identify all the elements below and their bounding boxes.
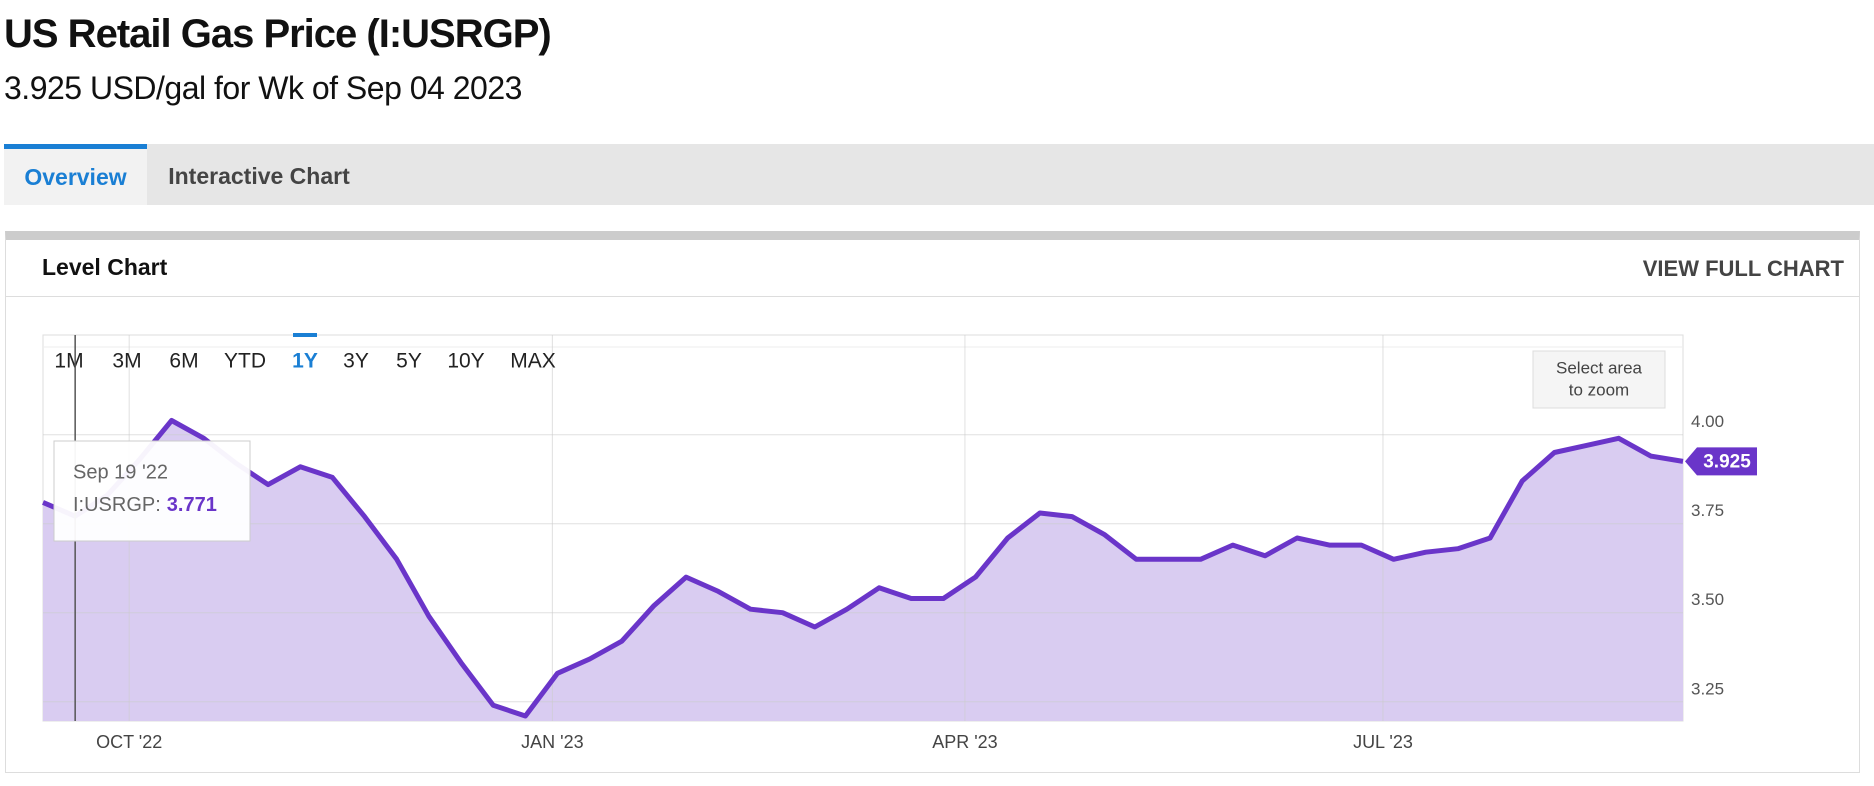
tab-bar: Overview Interactive Chart: [4, 144, 1874, 205]
range-indicator: [293, 333, 317, 337]
page-subtitle: 3.925 USD/gal for Wk of Sep 04 2023: [4, 70, 522, 106]
tab[interactable]: Interactive Chart: [168, 163, 350, 189]
range-button[interactable]: 3Y: [343, 350, 369, 373]
zoom-hint-box: [1532, 350, 1666, 409]
range-button[interactable]: MAX: [510, 350, 556, 373]
area: [43, 420, 1683, 721]
range-button[interactable]: 10Y: [447, 350, 484, 373]
tooltip-value: 3.771: [167, 494, 217, 516]
zoom-hint: to zoom: [1569, 380, 1629, 399]
tooltip-box: [53, 440, 251, 542]
range-button[interactable]: YTD: [224, 350, 266, 373]
tooltip-label: I:USRGP:: [73, 494, 161, 516]
x-tick-label: JUL '23: [1353, 732, 1413, 752]
line: [42, 418, 1684, 719]
last-value-flag: [1685, 447, 1757, 476]
range-button[interactable]: 1Y: [292, 350, 318, 373]
x-tick-label: OCT '22: [96, 732, 162, 752]
y-tick-label: 3.25: [1691, 679, 1724, 698]
tooltip-line: I:USRGP: 3.771: [73, 494, 217, 516]
range-button[interactable]: 1M: [54, 350, 83, 373]
page-title: US Retail Gas Price (I:USRGP): [4, 12, 552, 56]
range-button[interactable]: 3M: [112, 350, 141, 373]
tab[interactable]: Overview: [4, 144, 147, 205]
view-full-chart[interactable]: VIEW FULL CHART: [1642, 256, 1844, 281]
card: [5, 231, 1860, 773]
card-title: Level Chart: [42, 254, 168, 280]
y-tick-label: 4.00: [1691, 412, 1724, 431]
tooltip-date: Sep 19 '22: [73, 461, 168, 483]
last-value-label: 3.925: [1703, 451, 1751, 472]
x-tick-label: JAN '23: [521, 732, 583, 752]
divider: [6, 296, 1859, 297]
x-tick-label: APR '23: [932, 732, 997, 752]
range-button[interactable]: 5Y: [396, 350, 422, 373]
y-tick-label: 3.50: [1691, 590, 1724, 609]
zoom-hint: Select area: [1556, 358, 1643, 377]
y-tick-label: 3.75: [1691, 501, 1724, 520]
range-button[interactable]: 6M: [169, 350, 198, 373]
